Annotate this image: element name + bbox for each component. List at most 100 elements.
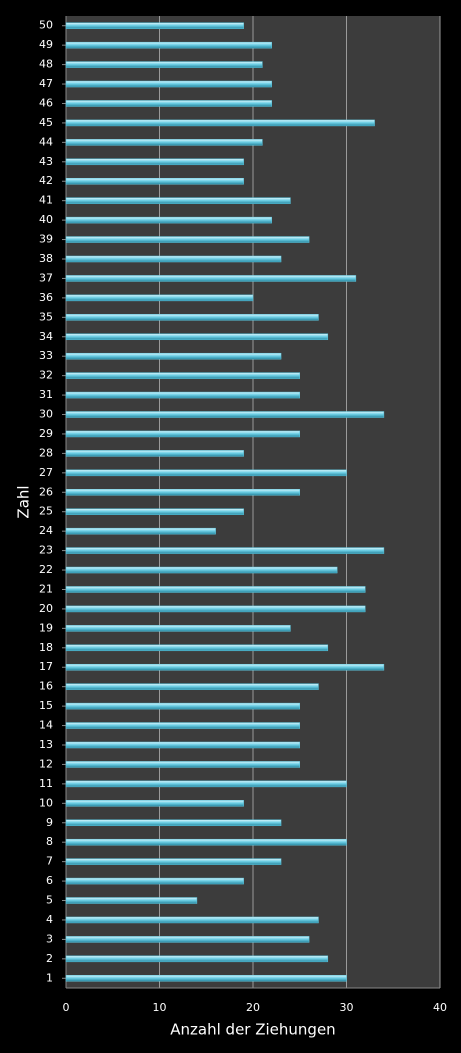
- y-tick-label: 41: [39, 194, 53, 207]
- bar: [65, 411, 385, 418]
- y-tick-label: 14: [39, 719, 53, 732]
- bar: [65, 100, 272, 107]
- bar: [65, 158, 244, 166]
- bar: [65, 352, 282, 360]
- y-axis-title: Zahl: [15, 485, 33, 518]
- y-tick-label: 18: [39, 641, 53, 654]
- y-tick-label: 38: [39, 252, 53, 265]
- x-tick-label: 0: [63, 1001, 70, 1014]
- y-tick-label: 21: [39, 582, 53, 595]
- bar: [65, 761, 300, 768]
- y-tick-label: 45: [39, 116, 53, 129]
- y-tick-label: 36: [39, 291, 53, 304]
- y-tick-label: 6: [46, 874, 53, 887]
- y-tick-label: 46: [39, 96, 53, 109]
- bar: [65, 722, 300, 729]
- bar: [65, 683, 319, 690]
- y-tick-label: 27: [39, 466, 53, 479]
- y-tick-label: 17: [39, 660, 53, 673]
- y-tick-label: 33: [39, 349, 53, 362]
- bar: [65, 547, 385, 554]
- y-tick-label: 4: [46, 913, 53, 926]
- y-tick-label: 39: [39, 233, 53, 246]
- bar: [65, 372, 300, 379]
- y-tick-label: 20: [39, 602, 53, 615]
- y-tick-label: 19: [39, 621, 53, 634]
- y-tick-label: 34: [39, 330, 53, 343]
- bar: [65, 858, 282, 865]
- y-tick-label: 40: [39, 213, 53, 226]
- bar: [65, 605, 366, 613]
- x-tick-label: 20: [246, 1001, 260, 1014]
- y-tick-label: 49: [39, 38, 53, 51]
- bar: [65, 625, 291, 632]
- bar: [65, 22, 244, 29]
- y-tick-label: 15: [39, 699, 53, 712]
- y-tick-label: 23: [39, 544, 53, 557]
- bar: [65, 255, 282, 263]
- bar: [65, 197, 291, 204]
- y-tick-label: 50: [39, 19, 53, 32]
- y-tick-label: 32: [39, 369, 53, 382]
- bar: [65, 489, 300, 496]
- bar: [65, 450, 244, 457]
- y-tick-label: 9: [46, 816, 53, 829]
- bar: [65, 819, 282, 827]
- bar: [65, 41, 272, 49]
- y-tick-label: 12: [39, 757, 53, 770]
- bar: [65, 177, 244, 185]
- y-tick-label: 1: [46, 971, 53, 984]
- bar: [65, 780, 347, 788]
- bar: [65, 644, 329, 652]
- y-tick-label: 48: [39, 58, 53, 71]
- bar: [65, 741, 300, 749]
- bar: [65, 527, 216, 535]
- bar: [65, 216, 272, 224]
- y-tick-label: 37: [39, 271, 53, 284]
- y-tick-label: 22: [39, 563, 53, 576]
- y-tick-label: 7: [46, 855, 53, 868]
- bar: [65, 469, 347, 477]
- y-tick-label: 31: [39, 388, 53, 401]
- bar: [65, 139, 263, 146]
- y-tick-label: 42: [39, 174, 53, 187]
- bar: [65, 294, 254, 302]
- y-tick-label: 10: [39, 796, 53, 809]
- bar: [65, 314, 319, 321]
- y-tick-label: 29: [39, 427, 53, 440]
- y-tick-label: 8: [46, 835, 53, 848]
- bar: [65, 391, 300, 399]
- bar: [65, 61, 263, 68]
- x-tick-label: 30: [340, 1001, 354, 1014]
- y-tick-label: 35: [39, 310, 53, 323]
- bar: [65, 800, 244, 807]
- y-tick-label: 3: [46, 932, 53, 945]
- y-tick-label: 24: [39, 524, 53, 537]
- y-tick-label: 26: [39, 485, 53, 498]
- x-axis-title: Anzahl der Ziehungen: [170, 1021, 335, 1039]
- bar: [65, 430, 300, 438]
- bar: [65, 877, 244, 885]
- bar: [65, 275, 357, 282]
- bar: [65, 663, 385, 671]
- bar: [65, 586, 366, 593]
- y-tick-label: 30: [39, 408, 53, 421]
- bar: [65, 936, 310, 943]
- y-tick-label: 25: [39, 505, 53, 518]
- bar: [65, 897, 198, 904]
- x-tick-label: 40: [433, 1001, 447, 1014]
- y-tick-label: 47: [39, 77, 53, 90]
- y-tick-label: 16: [39, 680, 53, 693]
- y-tick-label: 13: [39, 738, 53, 751]
- y-tick-label: 43: [39, 155, 53, 168]
- bar: [65, 955, 329, 963]
- bar: [65, 916, 319, 924]
- bar: [65, 566, 338, 574]
- bar: [65, 508, 244, 515]
- y-tick-label: 28: [39, 446, 53, 459]
- bar: [65, 236, 310, 243]
- y-tick-label: 2: [46, 952, 53, 965]
- bar: [65, 975, 347, 982]
